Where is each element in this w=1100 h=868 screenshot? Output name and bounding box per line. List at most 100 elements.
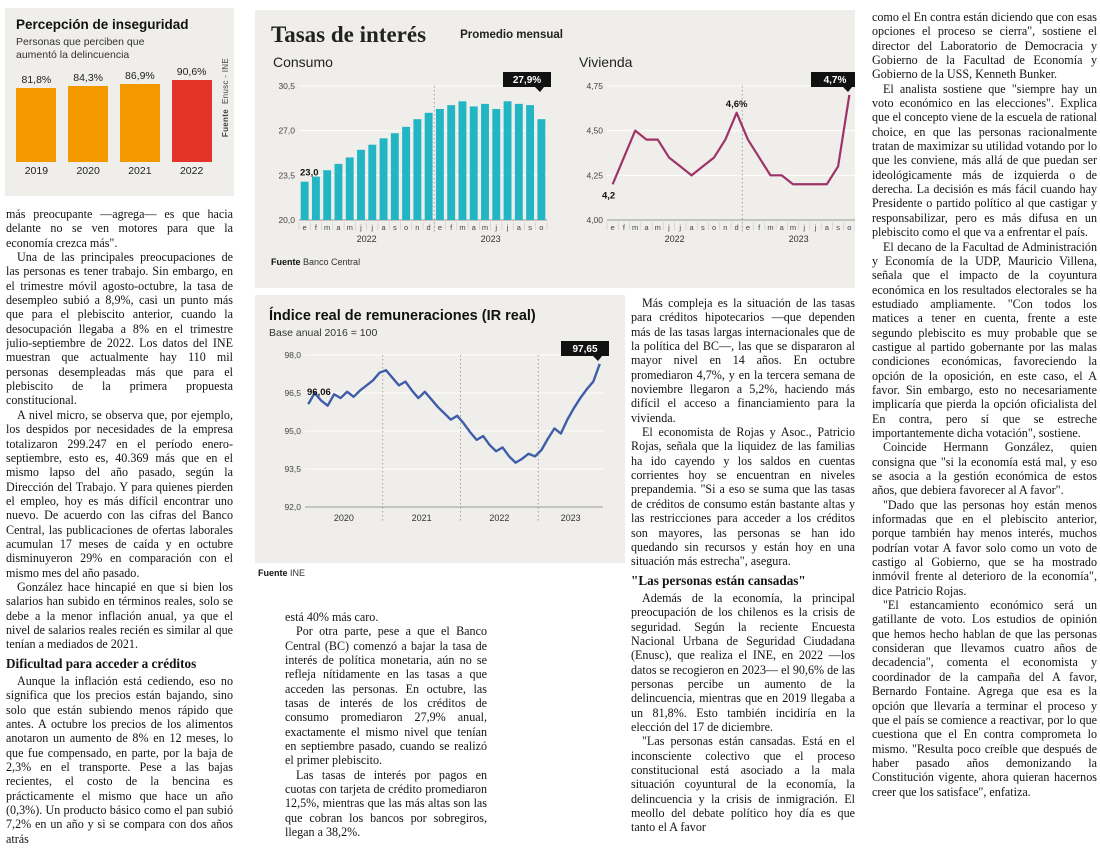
svg-text:e: e xyxy=(746,223,750,232)
svg-text:m: m xyxy=(482,223,488,232)
vivienda-chart-block: Vivienda 4,00 4,25 4,50 4,75 e f m a m j j a s o n d e f m… xyxy=(577,52,855,256)
article-paragraph: Una de las principales preocupaciones de… xyxy=(6,250,233,408)
svg-text:m: m xyxy=(324,223,330,232)
svg-text:a: a xyxy=(644,223,649,232)
bar-value-label: 81,8% xyxy=(21,74,52,87)
article-paragraph: Aunque la inflación está cediendo, eso n… xyxy=(6,674,233,846)
svg-text:2022: 2022 xyxy=(489,513,509,523)
bar-year-label: 2022 xyxy=(179,165,204,177)
svg-text:2022: 2022 xyxy=(357,234,377,244)
ir-real-chart-card: Índice real de remuneraciones (IR real) … xyxy=(255,295,625,563)
svg-text:j: j xyxy=(359,223,362,232)
bar-value-label: 84,3% xyxy=(73,72,104,85)
bar-group-2021: 86,9% 2021 xyxy=(119,65,161,177)
svg-text:j: j xyxy=(814,223,817,232)
svg-text:4,50: 4,50 xyxy=(586,126,603,136)
svg-text:4,00: 4,00 xyxy=(586,215,603,225)
ir-real-source: Fuente INE xyxy=(258,568,305,578)
interest-rates-header: Tasas de interés Promedio mensual xyxy=(271,22,841,48)
article-paragraph: "El estancamiento económico será un gati… xyxy=(872,598,1097,799)
consumo-chart-block: Consumo 20,0 23,5 27,0 30,5 e f m a m j j a s o n d e f m a… xyxy=(271,52,553,256)
source-label: Fuente xyxy=(271,257,301,267)
insecurity-source: Fuente Enusc - INE xyxy=(221,58,230,137)
svg-text:e: e xyxy=(611,223,615,232)
section-heading: "Las personas están cansadas" xyxy=(631,572,806,588)
consumo-chart: 20,023,527,030,5e f m a m j j a s o n d e f m a m j j a s o20… xyxy=(278,72,551,244)
svg-text:f: f xyxy=(623,223,626,232)
source-value: INE xyxy=(290,568,306,578)
svg-text:a: a xyxy=(381,223,386,232)
svg-text:j: j xyxy=(802,223,805,232)
insecurity-chart-title: Percepción de inseguridad xyxy=(16,17,189,32)
svg-text:m: m xyxy=(632,223,638,232)
bar-value-label: 90,6% xyxy=(176,66,207,79)
svg-text:20,0: 20,0 xyxy=(278,215,295,225)
interest-rates-title: Tasas de interés xyxy=(271,22,427,47)
svg-text:2022: 2022 xyxy=(665,234,685,244)
svg-text:e: e xyxy=(303,223,307,232)
interest-rates-card: Tasas de interés Promedio mensual Consum… xyxy=(255,10,855,288)
svg-text:s: s xyxy=(528,223,532,232)
bar-group-2020: 84,3% 2020 xyxy=(68,65,109,177)
svg-text:j: j xyxy=(506,223,509,232)
bar-group-2019: 81,8% 2019 xyxy=(16,65,57,177)
svg-text:4,2: 4,2 xyxy=(602,190,615,201)
ir-real-chart: 92,0 93,5 95,0 96,5 98,0 2020 2021 2022 2023 96,0… xyxy=(284,341,609,523)
svg-text:f: f xyxy=(450,223,453,232)
article-paragraph: está 40% más caro. xyxy=(285,610,379,624)
bar xyxy=(119,83,160,162)
article-paragraph: Por otra parte, pese a que el Banco Cent… xyxy=(285,624,487,768)
svg-text:a: a xyxy=(517,223,522,232)
consumo-chart-title: Consumo xyxy=(273,54,333,70)
article-column-1: más preocupante —agrega— es que hacia de… xyxy=(6,207,233,862)
svg-text:m: m xyxy=(347,223,353,232)
svg-text:27,9%: 27,9% xyxy=(513,75,541,86)
source-label: Fuente xyxy=(221,109,230,138)
article-paragraph: El analista sostiene que "siempre hay un… xyxy=(872,81,1097,240)
svg-text:j: j xyxy=(678,223,681,232)
interest-charts-row: Consumo 20,0 23,5 27,0 30,5 e f m a m j j a s o n d e f m a… xyxy=(271,52,855,256)
interest-rates-subtitle: Promedio mensual xyxy=(460,29,563,41)
bar-group-2022: 90,6% 2022 xyxy=(171,65,212,177)
svg-text:30,5: 30,5 xyxy=(278,81,295,91)
bar-year-label: 2021 xyxy=(128,165,152,177)
ir-real-title: Índice real de remuneraciones (IR real) xyxy=(269,308,536,324)
article-paragraph: "Las personas están cansadas. Está en el… xyxy=(631,734,855,835)
svg-text:97,65: 97,65 xyxy=(572,344,597,355)
svg-text:93,5: 93,5 xyxy=(284,464,301,474)
svg-text:2023: 2023 xyxy=(561,513,581,523)
article-paragraph: González hace hincapié en que si bien lo… xyxy=(6,579,233,652)
svg-text:f: f xyxy=(315,223,318,232)
svg-text:j: j xyxy=(667,223,670,232)
svg-text:2020: 2020 xyxy=(334,513,354,523)
svg-text:96,06: 96,06 xyxy=(307,387,331,398)
svg-text:j: j xyxy=(494,223,497,232)
svg-text:96,5: 96,5 xyxy=(284,388,301,398)
svg-text:m: m xyxy=(790,223,796,232)
svg-text:n: n xyxy=(415,223,419,232)
article-paragraph: "Dado que las personas hoy están menos i… xyxy=(872,497,1097,598)
svg-text:o: o xyxy=(712,223,716,232)
source-value: Banco Central xyxy=(303,257,361,267)
svg-text:o: o xyxy=(847,223,851,232)
svg-text:4,75: 4,75 xyxy=(586,81,603,91)
insecurity-chart-card: Percepción de inseguridad Personas que p… xyxy=(5,8,234,196)
interest-rates-source: Fuente Banco Central xyxy=(271,257,841,267)
bar xyxy=(171,80,212,162)
source-value: Enusc - INE xyxy=(221,58,230,104)
svg-text:o: o xyxy=(539,223,543,232)
article-column-3: Más compleja es la situación de las tasa… xyxy=(631,296,855,862)
svg-text:4,25: 4,25 xyxy=(586,170,603,180)
insecurity-chart-subtitle: Personas que perciben que aumentó la del… xyxy=(16,36,145,61)
article-paragraph: Coincide Hermann González, quien consign… xyxy=(872,440,1097,498)
bar-year-label: 2019 xyxy=(24,165,49,177)
svg-text:98,0: 98,0 xyxy=(284,350,301,360)
article-column-4: como el En contra están diciendo que con… xyxy=(872,10,1097,862)
svg-text:4,6%: 4,6% xyxy=(726,99,748,110)
svg-text:e: e xyxy=(438,223,442,232)
article-column-2: está 40% más caro. Por otra parte, pese a… xyxy=(285,610,487,862)
svg-text:s: s xyxy=(393,223,397,232)
svg-text:2021: 2021 xyxy=(412,513,432,523)
insecurity-bars: 81,8% 2019 84,3% 2020 86,9% 2021 90,6% 2022 xyxy=(16,65,212,177)
